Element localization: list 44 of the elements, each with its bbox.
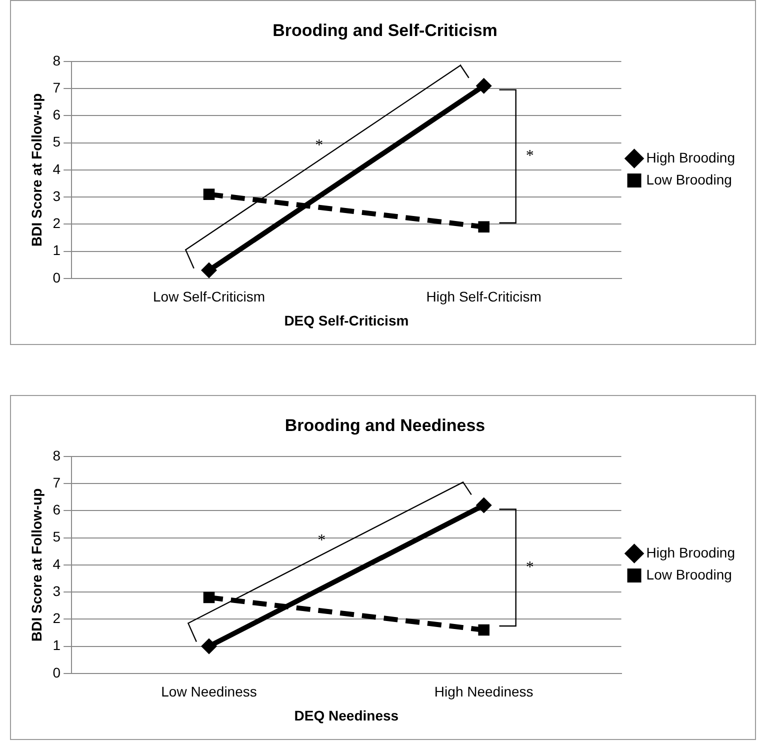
y-axis-title: BDI Score at Follow-up [28, 93, 44, 247]
y-tick-label: 5 [52, 134, 61, 150]
point [201, 262, 218, 278]
x-axis-title: DEQ Neediness [294, 707, 399, 724]
y-tick-label: 4 [52, 160, 61, 177]
chart-title: Brooding and Neediness [284, 416, 486, 435]
y-tick-label: 1 [52, 637, 61, 654]
y-tick-label: 2 [52, 610, 61, 626]
x-axis-title: DEQ Self-Criticism [284, 312, 409, 328]
point [203, 188, 215, 200]
annotation: * [526, 148, 534, 165]
point [201, 638, 218, 654]
y-tick-label: 1 [52, 242, 61, 258]
y-tick-label: 0 [52, 664, 61, 680]
annotation: * [526, 558, 534, 576]
y-tick-label: 7 [52, 79, 61, 96]
y-tick-label: 7 [52, 474, 61, 490]
y-tick-label: 8 [52, 52, 61, 68]
point [203, 592, 215, 604]
x-tick-label: High Neediness [434, 684, 534, 700]
y-axis-title: BDI Score at Follow-up [28, 488, 44, 642]
x-tick-label: High Self-Criticism [426, 288, 542, 305]
point [476, 497, 492, 514]
y-tick-label: 6 [52, 502, 61, 518]
y-tick-label: 2 [52, 215, 61, 232]
annotation: * [315, 136, 324, 154]
chart-title: Brooding and Self-Criticism [272, 20, 498, 40]
point [478, 221, 490, 233]
y-tick-label: 3 [52, 188, 61, 204]
y-tick-label: 0 [52, 269, 61, 286]
point [478, 624, 490, 636]
y-tick-label: 3 [52, 582, 61, 599]
annotation: * [318, 532, 326, 549]
legend-label: High Brooding [646, 544, 736, 560]
y-tick-label: 4 [52, 556, 61, 572]
x-tick-label: Low Neediness [161, 684, 257, 700]
x-tick-label: Low Self-Criticism [153, 288, 266, 305]
legend-label: High Brooding [646, 149, 736, 166]
y-tick-label: 6 [52, 106, 61, 123]
y-tick-label: 8 [52, 447, 61, 464]
point [476, 78, 492, 94]
legend-label: Low Brooding [646, 171, 732, 188]
legend-label: Low Brooding [646, 566, 732, 582]
y-tick-label: 5 [52, 528, 61, 545]
